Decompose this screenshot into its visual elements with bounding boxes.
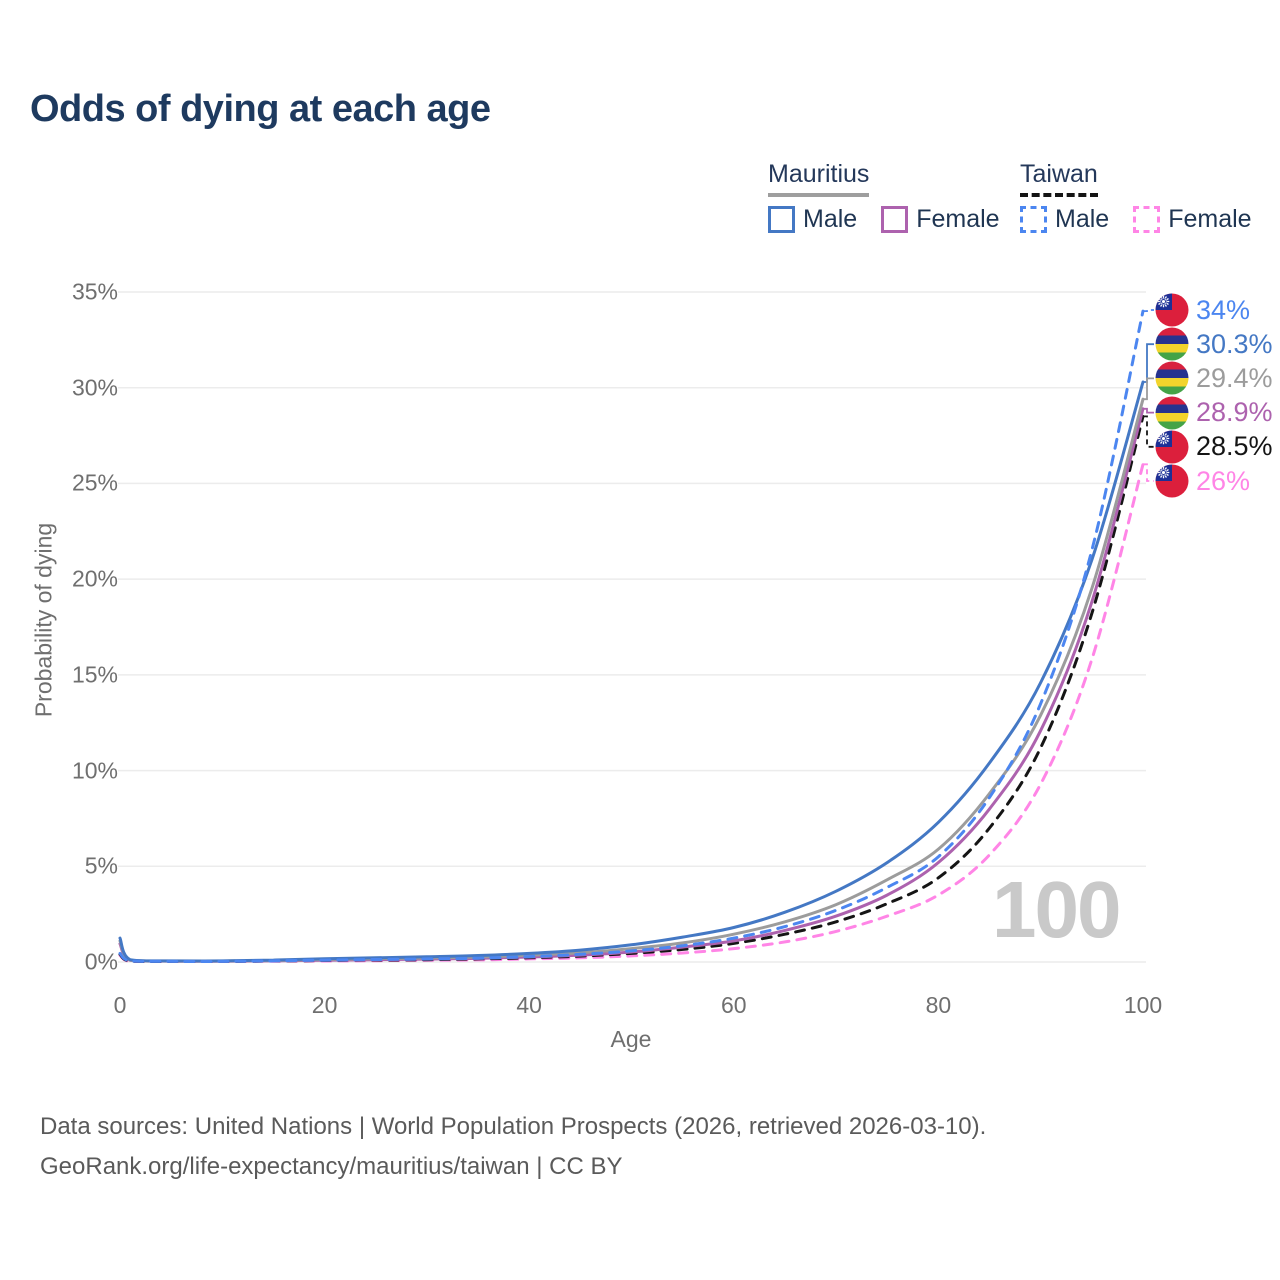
legend-item-mauritius-male[interactable]: Male: [768, 205, 857, 234]
series-line-mauritius-male: [118, 380, 1145, 963]
series-line-taiwan-female: [118, 462, 1145, 963]
series-line-taiwan-both-sexes: [118, 414, 1145, 963]
legend-item-taiwan-male[interactable]: Male: [1020, 205, 1109, 234]
legend-group-title: Mauritius: [768, 160, 870, 197]
y-tick-label: 30%: [71, 374, 118, 401]
end-label-taiwan-female: 26%: [1155, 464, 1250, 498]
mauritius-flag-icon: [1155, 361, 1189, 395]
legend-swatch: [881, 206, 909, 233]
x-tick-label: 40: [516, 992, 542, 1018]
end-label-taiwan-both-sexes: 28.5%: [1155, 430, 1273, 464]
label-connector: [1143, 377, 1154, 401]
y-axis-title: Probability of dying: [30, 522, 57, 718]
y-tick-label: 15%: [71, 661, 118, 688]
label-connector: [1143, 407, 1154, 414]
y-tick-label: 0%: [84, 948, 118, 975]
y-tick-label: 35%: [71, 278, 118, 305]
x-tick-label: 20: [311, 992, 338, 1018]
y-tick-label: 25%: [71, 469, 118, 496]
series-line-mauritius-female: [118, 407, 1145, 963]
y-tick-label: 20%: [71, 565, 118, 592]
end-label-mauritius-male: 30.3%: [1155, 327, 1273, 361]
end-label-mauritius-both-sexes: 29.4%: [1155, 361, 1273, 395]
y-tick-label: 10%: [71, 757, 118, 784]
chart-legend: Mauritius Male Female Taiwan Male Female: [0, 160, 1280, 240]
footer-source-line: Data sources: United Nations | World Pop…: [40, 1113, 987, 1140]
end-label-value: 28.5%: [1196, 431, 1273, 462]
end-label-mauritius-female: 28.9%: [1155, 396, 1273, 430]
legend-item-taiwan-female[interactable]: Female: [1133, 205, 1252, 234]
y-tick-label: 5%: [84, 852, 118, 879]
end-label-value: 29.4%: [1196, 362, 1273, 393]
age-watermark: 100: [992, 865, 1121, 954]
footer-url-line: GeoRank.org/life-expectancy/mauritius/ta…: [40, 1153, 623, 1180]
legend-swatch: [1020, 206, 1047, 233]
end-label-value: 26%: [1196, 465, 1251, 496]
legend-item-label: Female: [1168, 205, 1252, 233]
legend-item-label: Female: [916, 205, 1000, 233]
end-label-value: 34%: [1196, 294, 1251, 325]
end-label-taiwan-male: 34%: [1155, 293, 1250, 327]
end-label-value: 30.3%: [1196, 328, 1273, 359]
legend-swatch: [1133, 206, 1161, 233]
label-connector: [1143, 463, 1154, 482]
taiwan-flag-icon: [1155, 430, 1189, 464]
end-label-value: 28.9%: [1196, 397, 1273, 428]
x-tick-label: 0: [113, 992, 127, 1018]
page-title: Odds of dying at each age: [30, 88, 491, 130]
legend-item-label: Male: [1055, 205, 1110, 233]
legend-item-mauritius-female[interactable]: Female: [881, 205, 1000, 234]
x-tick-label: 100: [1123, 992, 1163, 1018]
legend-group-mauritius: Mauritius Male Female: [768, 160, 1000, 234]
x-tick-label: 60: [721, 992, 747, 1018]
legend-swatch: [768, 206, 795, 233]
label-connector: [1143, 309, 1154, 312]
taiwan-flag-icon: [1155, 464, 1189, 498]
series-line-taiwan-male: [118, 309, 1145, 963]
x-tick-label: 80: [925, 992, 952, 1018]
taiwan-flag-icon: [1155, 293, 1189, 327]
mauritius-flag-icon: [1155, 327, 1189, 361]
label-connector: [1143, 343, 1154, 383]
mauritius-flag-icon: [1155, 396, 1189, 430]
legend-item-label: Male: [803, 205, 858, 233]
x-axis-title: Age: [610, 1026, 652, 1052]
label-connector: [1143, 415, 1154, 448]
legend-group-title: Taiwan: [1020, 160, 1098, 197]
legend-group-taiwan: Taiwan Male Female: [1020, 160, 1252, 234]
